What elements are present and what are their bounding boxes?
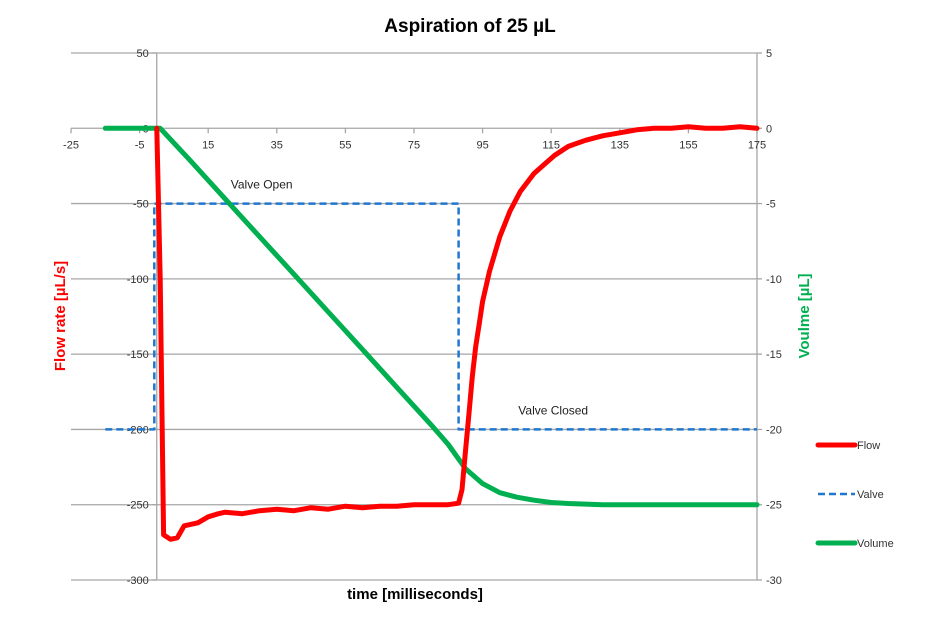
y2-tick-label: -5 <box>766 199 776 211</box>
y-axis-label: Flow rate [µL/s] <box>52 261 69 371</box>
annotation-label: Valve Open <box>231 178 293 192</box>
x-axis-label: time [milliseconds] <box>347 586 483 603</box>
x-tick-label: 35 <box>271 139 283 151</box>
x-tick-label: 115 <box>542 139 560 151</box>
x-tick-label: 135 <box>611 139 629 151</box>
x-tick-label: 155 <box>679 139 697 151</box>
y-tick-label: -50 <box>133 199 149 211</box>
y2-tick-label: -15 <box>766 349 782 361</box>
x-tick-label: 175 <box>748 139 766 151</box>
legend: Flow Valve Volume <box>815 440 894 550</box>
y2-tick-label: 0 <box>766 123 772 135</box>
series-group <box>102 124 760 542</box>
y-tick-label: -100 <box>127 274 149 286</box>
series-line-valve <box>105 202 757 431</box>
x-tick-label: -25 <box>63 139 79 151</box>
legend-label-valve: Valve <box>857 489 884 501</box>
series-line-volume <box>102 125 760 508</box>
y2-tick-label: -30 <box>766 575 782 587</box>
legend-label-flow: Flow <box>857 440 880 452</box>
axes: 500-50-100-150-200-250-30050-5-10-15-20-… <box>63 48 782 587</box>
x-tick-label: 15 <box>202 139 214 151</box>
x-tick-label: 95 <box>476 139 488 151</box>
y2-axis-label: Voulme [µL] <box>796 273 813 358</box>
y-tick-label: -150 <box>127 349 149 361</box>
chart-title: Aspiration of 25 µL <box>384 16 556 37</box>
y2-tick-label: -10 <box>766 274 782 286</box>
annotations: Valve Open Valve Closed <box>231 178 588 418</box>
y-tick-label: -300 <box>127 575 149 587</box>
y2-tick-label: -25 <box>766 500 782 512</box>
x-tick-label: -5 <box>135 139 145 151</box>
y2-tick-label: 5 <box>766 48 772 60</box>
x-tick-label: 75 <box>408 139 420 151</box>
y-tick-label: -200 <box>127 424 149 436</box>
y2-tick-label: -20 <box>766 424 782 436</box>
x-tick-label: 55 <box>339 139 351 151</box>
legend-label-volume: Volume <box>857 538 894 550</box>
y-tick-label: -250 <box>127 500 149 512</box>
y-tick-label: 50 <box>137 48 149 60</box>
annotation-label: Valve Closed <box>518 403 588 417</box>
series-line-flow <box>154 124 760 542</box>
